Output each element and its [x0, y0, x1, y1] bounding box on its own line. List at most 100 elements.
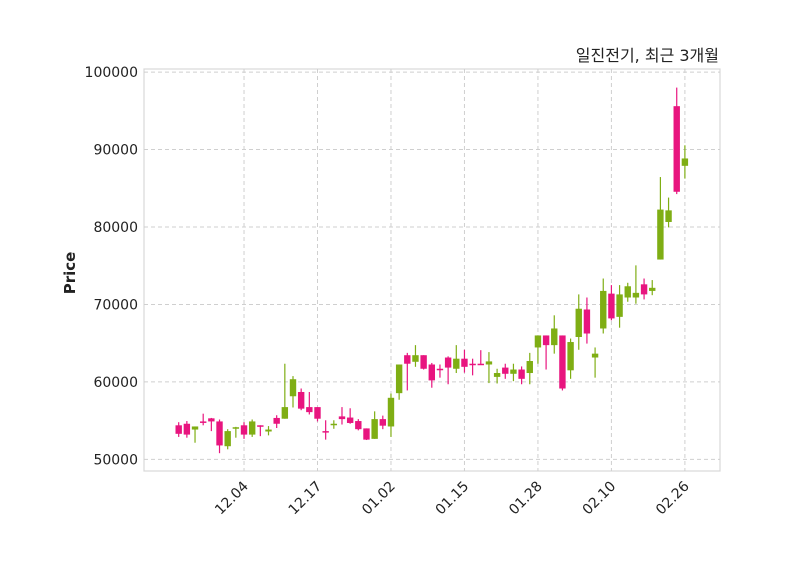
candle-up: [371, 411, 378, 439]
candle-up: [330, 420, 338, 429]
candle-body: [265, 429, 272, 432]
candle-up: [632, 265, 640, 304]
candle-body: [567, 342, 574, 371]
candle-down: [183, 421, 191, 438]
candle-up: [510, 363, 517, 382]
candle-up: [395, 364, 403, 400]
candle-down: [199, 413, 207, 426]
candle-body: [387, 397, 395, 427]
candle-up: [412, 345, 419, 367]
candle-body: [485, 361, 493, 365]
candle-body: [649, 287, 656, 291]
candle-body: [551, 328, 558, 346]
candle-body: [616, 294, 623, 317]
candle-up: [534, 335, 542, 364]
grid: [144, 69, 720, 471]
candle-up: [493, 368, 501, 384]
candles: [175, 87, 689, 454]
candle-body: [224, 431, 231, 447]
x-tick-label: 12.17: [286, 479, 326, 519]
candle-body: [208, 418, 215, 422]
candle-down: [673, 87, 680, 195]
candle-body: [404, 355, 411, 364]
x-axis: 12.04 12.17 01.02 01.15 01.28 02.10 02.26: [212, 478, 693, 518]
candle-down: [297, 388, 305, 411]
candle-up: [665, 197, 672, 228]
candle-down: [314, 407, 321, 422]
candle-up: [224, 429, 231, 450]
candle-up: [387, 393, 395, 437]
candle-up: [191, 426, 199, 443]
candle-up: [265, 426, 272, 436]
candle-body: [600, 290, 607, 329]
candle-down: [322, 420, 329, 440]
candle-down: [175, 422, 182, 437]
candle-body: [363, 428, 370, 440]
candle-body: [338, 416, 346, 420]
candle-body: [257, 425, 264, 427]
candle-up: [551, 315, 558, 354]
candle-body: [518, 369, 525, 379]
candle-up: [591, 347, 599, 378]
candle-up: [649, 280, 656, 296]
candle-up: [453, 345, 460, 374]
candle-down: [436, 364, 444, 378]
candle-up: [232, 426, 240, 438]
candle-down: [608, 285, 615, 321]
candle-down: [502, 363, 509, 379]
candle-body: [665, 210, 672, 222]
candle-down: [583, 297, 591, 344]
candle-body: [379, 419, 387, 426]
candle-body: [281, 407, 289, 419]
candle-body: [453, 358, 460, 369]
candle-body: [330, 423, 338, 426]
candle-down: [640, 278, 648, 300]
candle-down: [444, 356, 452, 385]
candle-down: [273, 415, 280, 429]
candle-down: [338, 407, 346, 425]
y-tick-label: 80000: [93, 220, 138, 236]
y-axis-label: Price: [61, 252, 79, 295]
candle-down: [461, 349, 468, 373]
candle-up: [248, 419, 256, 437]
y-axis: 50000 60000 70000 80000 90000 100000: [85, 65, 138, 468]
candle-down: [257, 425, 264, 437]
candle-body: [322, 431, 329, 433]
candle-body: [673, 106, 680, 192]
candle-body: [412, 355, 419, 362]
candle-body: [199, 421, 207, 423]
candle-down: [240, 422, 248, 439]
candle-down: [355, 419, 362, 431]
candle-down: [559, 335, 566, 391]
y-tick-label: 100000: [85, 65, 138, 81]
candle-body: [559, 335, 566, 389]
candle-down: [428, 362, 435, 388]
candle-body: [297, 391, 305, 409]
candle-body: [493, 373, 501, 377]
x-tick-label: 02.26: [653, 478, 693, 518]
candle-body: [624, 286, 631, 298]
y-tick-label: 60000: [93, 375, 138, 391]
candle-body: [420, 355, 427, 369]
candle-body: [232, 427, 240, 429]
x-tick-label: 12.04: [212, 478, 252, 518]
candle-up: [567, 338, 574, 379]
candle-body: [477, 363, 484, 366]
x-tick-label: 02.10: [580, 479, 620, 519]
candle-body: [681, 158, 689, 166]
candle-body: [461, 358, 468, 367]
candle-up: [681, 145, 689, 179]
candle-body: [428, 364, 435, 381]
candle-up: [281, 363, 289, 419]
y-tick-label: 50000: [93, 452, 138, 468]
candle-body: [240, 425, 248, 435]
candle-body: [640, 284, 648, 295]
candle-body: [183, 423, 191, 435]
candle-body: [216, 421, 223, 446]
candle-body: [469, 363, 476, 366]
candle-body: [346, 417, 354, 423]
candle-up: [616, 285, 623, 328]
candle-down: [346, 408, 354, 424]
candle-body: [502, 367, 509, 374]
candle-up: [526, 352, 533, 385]
